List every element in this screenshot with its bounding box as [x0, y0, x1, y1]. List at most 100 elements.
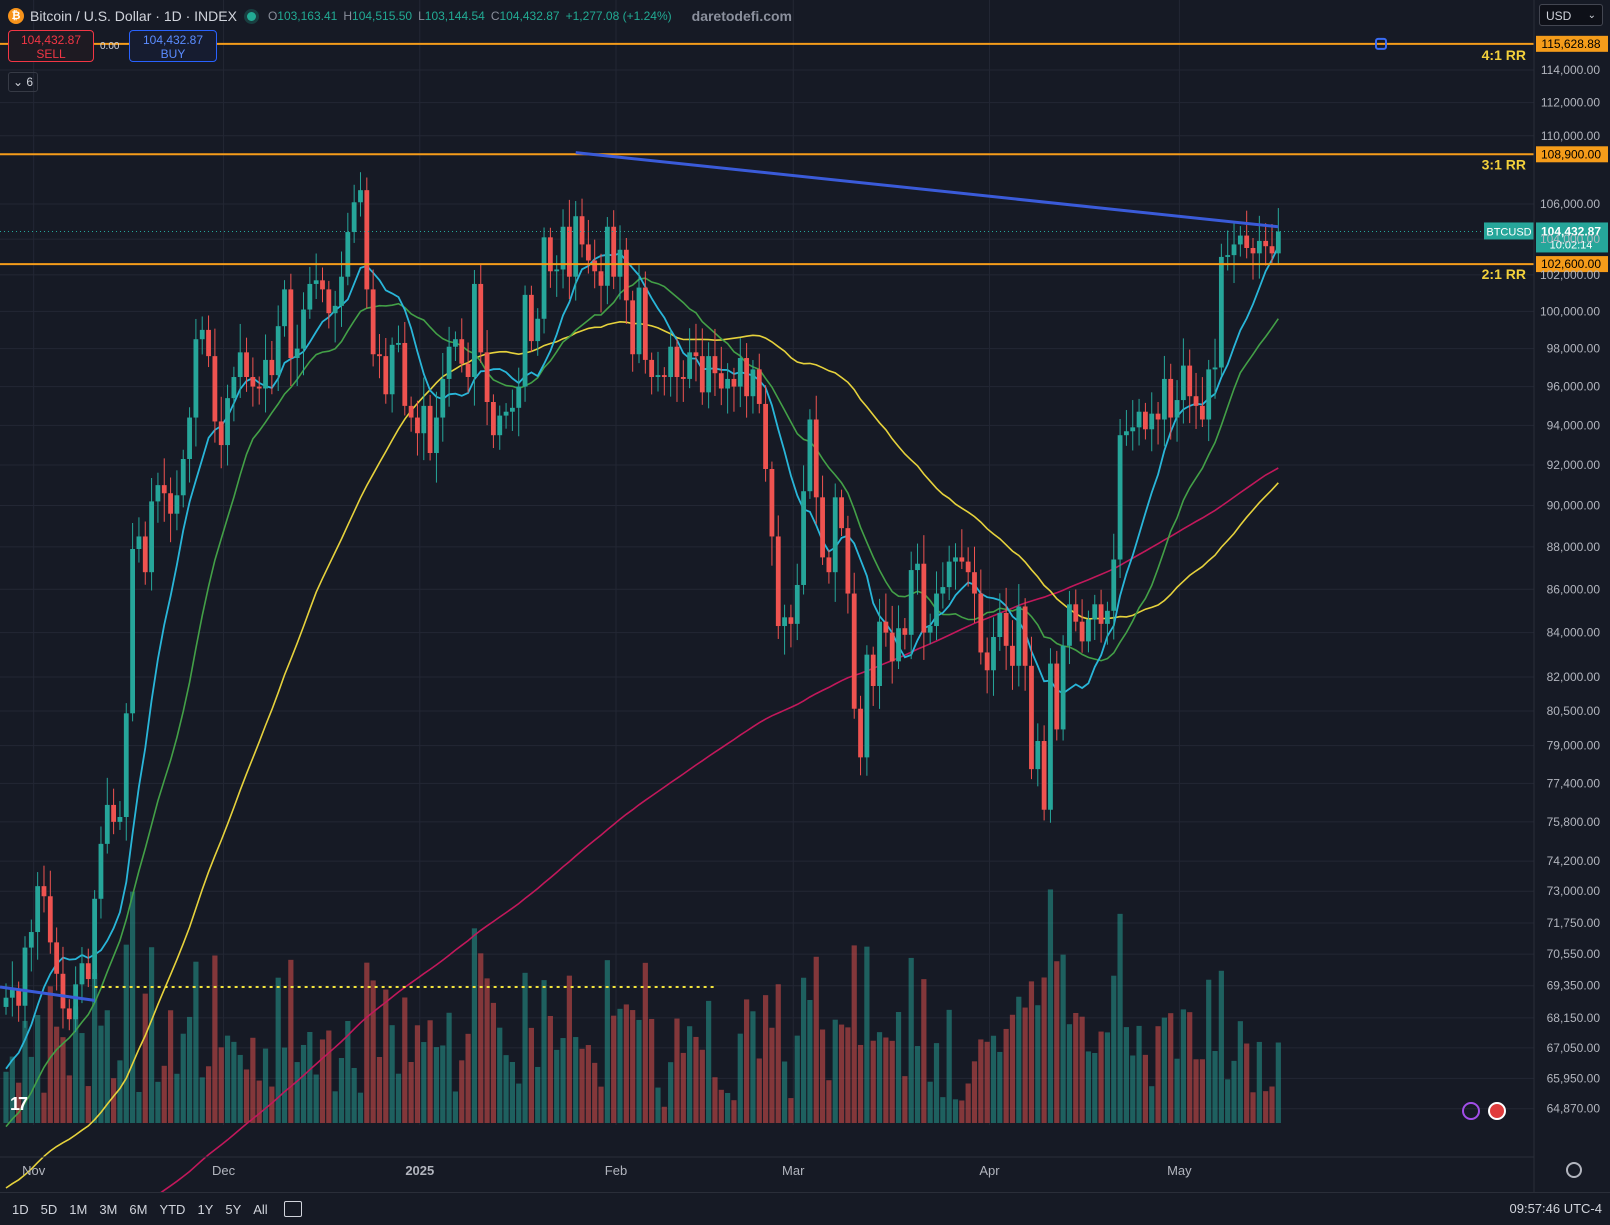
- us-flag-icon[interactable]: [1488, 1102, 1506, 1120]
- volume-bar: [364, 962, 370, 1123]
- candle-body: [813, 419, 819, 498]
- candle-body: [459, 339, 465, 364]
- volume-bar: [668, 1062, 674, 1123]
- volume-bar: [592, 1062, 598, 1123]
- candle-body: [604, 226, 610, 286]
- range-5d[interactable]: 5D: [40, 1201, 58, 1217]
- volume-bar: [79, 1033, 85, 1123]
- volume-bar: [256, 1080, 262, 1123]
- volume-bar: [1016, 996, 1022, 1123]
- candle-body: [1225, 255, 1231, 257]
- range-6m[interactable]: 6M: [129, 1201, 148, 1217]
- volume-bar: [313, 1074, 319, 1123]
- volume-bar: [262, 1048, 269, 1123]
- candle-body: [35, 886, 41, 933]
- y-tick-label: 70,550.00: [1547, 947, 1601, 961]
- volume-bar: [516, 1083, 522, 1123]
- high-value: 104,515.50: [352, 9, 413, 23]
- y-tick-label: 77,400.00: [1547, 776, 1601, 790]
- volume-bar: [180, 1033, 186, 1123]
- range-1m[interactable]: 1M: [69, 1201, 88, 1217]
- y-tick-label: 114,000.00: [1541, 63, 1600, 77]
- candle-body: [187, 417, 192, 459]
- volume-bar: [560, 1038, 566, 1123]
- volume-bar: [535, 1066, 541, 1123]
- volume-bar: [870, 1040, 876, 1123]
- symbol-title[interactable]: Bitcoin / U.S. Dollar · 1D · INDEX: [30, 8, 237, 24]
- candle-body: [503, 411, 509, 416]
- clock[interactable]: 09:57:46 UTC-4: [1509, 1201, 1603, 1216]
- candle-body: [358, 190, 363, 203]
- volume-bar: [1187, 1012, 1193, 1123]
- range-5y[interactable]: 5Y: [225, 1201, 242, 1217]
- volume-bar: [1275, 1042, 1281, 1123]
- volume-bar: [1212, 1050, 1218, 1123]
- currency-selector[interactable]: USD ⌄: [1539, 4, 1603, 26]
- volume-bar: [756, 1058, 762, 1123]
- settings-gear-icon[interactable]: [1566, 1162, 1582, 1178]
- candle-body: [826, 557, 832, 573]
- candle-body: [1218, 256, 1224, 368]
- moving-averages: [5, 246, 1280, 1224]
- range-all[interactable]: All: [253, 1201, 268, 1217]
- volume-bar: [395, 1073, 402, 1123]
- candle-body: [1003, 612, 1009, 646]
- candle-body: [1054, 663, 1060, 730]
- volume-bar: [199, 1077, 205, 1123]
- calendar-icon[interactable]: [283, 1201, 302, 1217]
- ohlc-readout: O103,163.41 H104,515.50 L103,144.54 C104,43…: [267, 9, 672, 23]
- candle-body: [864, 654, 870, 758]
- candle-body: [79, 963, 85, 985]
- volume-bar: [921, 979, 927, 1123]
- y-tick-label: 98,000.00: [1547, 342, 1601, 356]
- level-price-label: 102,600.00: [1541, 257, 1601, 271]
- volume-bar: [1161, 1017, 1167, 1123]
- tradingview-logo-icon[interactable]: 17: [10, 1094, 28, 1114]
- buy-button[interactable]: 104,432.87 BUY: [129, 30, 217, 62]
- rr-level-label: 2:1 RR: [1482, 266, 1526, 282]
- candle-body: [680, 377, 686, 379]
- volume-bar: [459, 1060, 465, 1123]
- candle-body: [199, 329, 205, 340]
- candle-body: [472, 283, 477, 378]
- volume-bar: [351, 1067, 357, 1123]
- range-1d[interactable]: 1D: [12, 1201, 29, 1217]
- candle-body: [560, 226, 566, 270]
- y-tick-label: 71,750.00: [1547, 916, 1601, 930]
- buy-price: 104,432.87: [142, 33, 204, 47]
- candle-body: [161, 485, 167, 494]
- candle-body: [585, 244, 591, 261]
- volume-bar: [205, 1066, 212, 1123]
- candle-body: [516, 386, 522, 408]
- candle-body: [972, 572, 977, 594]
- volume-bar: [680, 1052, 686, 1123]
- sell-button[interactable]: 104,432.87 SELL: [8, 30, 94, 62]
- indicators-collapse-button[interactable]: ⌄ 6: [8, 72, 38, 92]
- candle-body: [845, 528, 851, 594]
- range-ytd[interactable]: YTD: [159, 1201, 186, 1217]
- candle-body: [1250, 247, 1256, 254]
- x-tick-label: Feb: [605, 1163, 627, 1178]
- range-1y[interactable]: 1Y: [197, 1201, 214, 1217]
- candle-body: [611, 226, 617, 277]
- candle-body: [1193, 396, 1199, 406]
- candle-body: [478, 283, 484, 353]
- volume-bar: [332, 1091, 338, 1123]
- volume-bar: [1142, 1054, 1148, 1123]
- lightning-icon[interactable]: [1462, 1102, 1480, 1120]
- range-3m[interactable]: 3M: [99, 1201, 118, 1217]
- volume-bar: [452, 1091, 459, 1123]
- volume-bar: [497, 1027, 503, 1123]
- volume-bar: [889, 1040, 895, 1123]
- candle-body: [320, 280, 325, 290]
- volume-bar: [41, 1092, 47, 1123]
- candle-body: [953, 557, 958, 562]
- candle-body: [522, 294, 528, 387]
- level-price-tag: [1536, 146, 1608, 163]
- ma50-line: [5, 320, 1279, 1189]
- volume-bar: [212, 955, 218, 1123]
- candle-body: [47, 896, 53, 943]
- volume-bar: [1155, 1026, 1161, 1123]
- volume-bar: [440, 1045, 446, 1123]
